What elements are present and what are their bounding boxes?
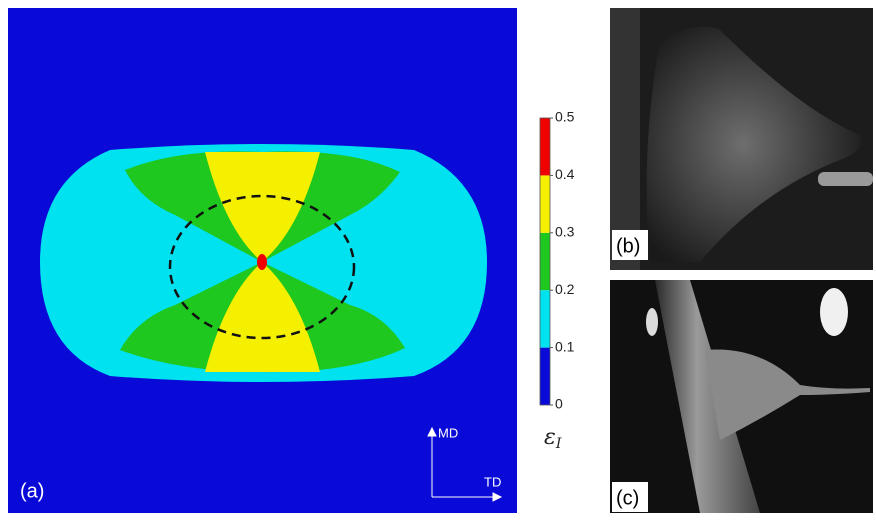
contour-region — [205, 262, 320, 372]
colorbar: 0 0.1 0.2 0.3 0.4 0.5 — [539, 109, 575, 412]
colorbar-segment — [540, 175, 550, 233]
panel-label: (a) — [20, 480, 44, 502]
label-box — [612, 230, 648, 260]
colorbar-tick-label: 0.4 — [555, 166, 575, 182]
colorbar-tick-label: 0.5 — [555, 109, 575, 125]
photo-cone — [646, 26, 861, 262]
colorbar-segment — [540, 232, 550, 291]
photo-wall — [655, 280, 760, 513]
colorbar-segment — [540, 347, 550, 405]
colorbar-tick-label: 0.3 — [555, 224, 575, 240]
axis-label: MD — [438, 425, 458, 440]
photo-cone — [705, 349, 870, 440]
panel-a: MD TD (a) — [8, 8, 517, 513]
label-box — [612, 482, 648, 512]
contour-peak — [257, 254, 267, 270]
axis-label: TD — [484, 474, 501, 489]
photo-detail — [610, 8, 640, 270]
photo-highlight — [646, 308, 658, 336]
colorbar-label: εI — [544, 425, 562, 452]
colorbar-tick-label: 0.1 — [555, 338, 575, 354]
panel-c: (c) — [610, 280, 873, 513]
panel-label: (c) — [616, 487, 639, 509]
dashed-ellipse — [168, 194, 356, 340]
colorbar-frame — [539, 117, 551, 406]
colorbar-tick-label: 0 — [555, 396, 563, 412]
contour-region — [205, 152, 320, 262]
colorbar-tick-label: 0.2 — [555, 281, 575, 297]
photo-highlight — [820, 288, 848, 336]
direction-axes — [427, 426, 503, 502]
colorbar-segment — [540, 290, 550, 348]
panel-b: (b) — [610, 8, 873, 270]
photo-detail — [818, 172, 873, 186]
panel-label: (b) — [616, 235, 640, 257]
colorbar-segment — [540, 118, 550, 176]
